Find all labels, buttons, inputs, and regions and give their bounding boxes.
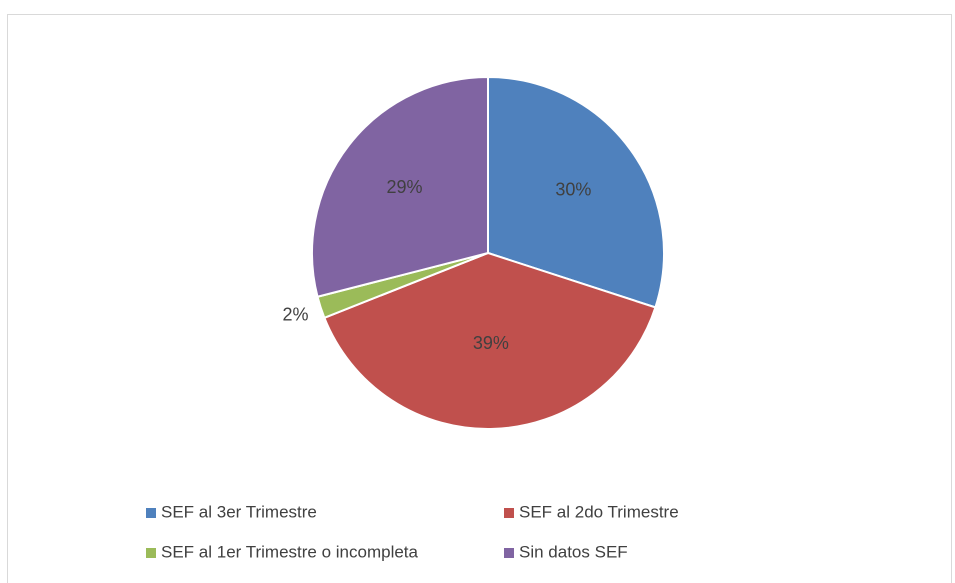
legend-label: SEF al 2do Trimestre: [519, 502, 679, 521]
legend-swatch: [146, 508, 156, 518]
pie-slice: [487, 75, 665, 309]
legend-label: SEF al 1er Trimestre o incompleta: [161, 542, 419, 561]
legend-swatch: [504, 548, 514, 558]
pie-slice: [311, 75, 489, 298]
data-label: 2%: [282, 304, 308, 324]
legend-label: Sin datos SEF: [519, 542, 628, 561]
legend-label: SEF al 3er Trimestre: [161, 502, 317, 521]
legend-swatch: [504, 508, 514, 518]
pie-slice: [323, 251, 657, 430]
legend-swatch: [146, 548, 156, 558]
data-label: 39%: [473, 333, 509, 353]
data-label: 29%: [387, 177, 423, 197]
data-label: 30%: [555, 180, 591, 200]
